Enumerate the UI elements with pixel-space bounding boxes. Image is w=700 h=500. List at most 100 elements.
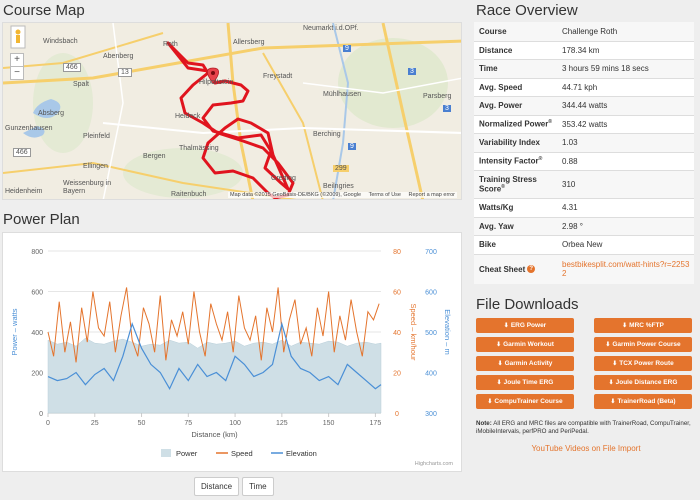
power-series-area <box>47 337 382 414</box>
map-label: Mühlhausen <box>323 91 362 98</box>
download-garmin-power-course-button[interactable]: ⬇ Garmin Power Course <box>594 337 692 352</box>
download-icon: ⬇ <box>608 380 614 386</box>
zoom-out-button[interactable]: − <box>10 66 24 80</box>
course-map-title: Course Map <box>3 2 85 19</box>
map-label: Pleinfeld <box>83 133 110 140</box>
road-badge: 299 <box>333 165 349 172</box>
y-tick-label-power: 600 <box>31 290 43 297</box>
download-icon: ⬇ <box>503 323 509 329</box>
report-map-error-link[interactable]: Report a map error <box>408 192 455 198</box>
overview-row: Avg. Yaw 2.98 ° <box>474 216 694 235</box>
note-label: Note: <box>476 420 492 427</box>
download-icon: ⬇ <box>622 323 628 329</box>
legend-label-power: Power <box>176 449 198 458</box>
x-tick-label: 175 <box>370 420 382 427</box>
map-label: Ellingen <box>83 163 108 170</box>
overview-row: Normalized Power® 353.42 watts <box>474 114 694 134</box>
download-erg-power-button[interactable]: ⬇ ERG Power <box>476 318 574 333</box>
overview-key: Bike <box>479 240 496 250</box>
download-garmin-activity-button[interactable]: ⬇ Garmin Activity <box>476 356 574 371</box>
road-badge: 9 <box>343 45 351 52</box>
terms-link[interactable]: Terms of Use <box>368 192 401 198</box>
y-tick-label-speed: 40 <box>393 330 401 337</box>
map-label: Neumarkt i.d.OPf. <box>303 25 359 32</box>
overview-key: Cheat Sheet? <box>474 262 560 277</box>
road-badge: 13 <box>118 68 132 77</box>
overview-row: Intensity Factor® 0.88 <box>474 151 694 171</box>
y-tick-label-speed: 80 <box>393 249 401 256</box>
overview-value: 344.44 watts <box>562 101 608 111</box>
map-label: Spalt <box>73 81 89 88</box>
overview-value: 2.98 ° <box>562 221 583 231</box>
map-label: Windsbach <box>43 38 78 45</box>
map-label: Bergen <box>143 153 166 160</box>
overview-row: Training Stress Score® 310 <box>474 170 694 198</box>
y-tick-label-elevation: 400 <box>425 371 437 378</box>
y-tick-label-elevation: 300 <box>425 411 437 418</box>
overview-value: 0.88 <box>562 156 578 166</box>
download-garmin-workout-button[interactable]: ⬇ Garmin Workout <box>476 337 574 352</box>
speed-series-line <box>47 287 380 363</box>
map-label: Parsberg <box>423 93 452 100</box>
download-computrainer-course-button[interactable]: ⬇ CompuTrainer Course <box>476 394 574 409</box>
y-axis-title-power: Power – watts <box>10 308 19 355</box>
x-tick-label: 100 <box>229 420 241 427</box>
x-tick-label: 125 <box>276 420 288 427</box>
x-tick-label: 25 <box>91 420 99 427</box>
download-icon: ⬇ <box>612 361 618 367</box>
download-tcx-power-route-button[interactable]: ⬇ TCX Power Route <box>594 356 692 371</box>
map-label: Allersberg <box>233 39 265 46</box>
overview-key: Variability Index <box>479 138 540 148</box>
x-tick-label: 150 <box>323 420 335 427</box>
overview-row: Time 3 hours 59 mins 18 secs <box>474 59 694 78</box>
download-joule-time-erg-button[interactable]: ⬇ Joule Time ERG <box>476 375 574 390</box>
help-icon[interactable]: ? <box>527 265 536 274</box>
download-trainerroad-beta-button[interactable]: ⬇ TrainerRoad (Beta) <box>594 394 692 409</box>
legend-label-elevation: Elevation <box>286 449 317 458</box>
overview-row: Bike Orbea New <box>474 235 694 254</box>
race-overview-table: Course Challenge Roth Distance 178.34 km Tim… <box>474 22 694 284</box>
map-label: Roth <box>163 41 178 48</box>
chart-axis-toggle: Distance Time <box>194 477 274 496</box>
file-downloads-grid: ⬇ ERG Power ⬇ MRC %FTP ⬇ Garmin Workout ⬇ Garmi… <box>476 318 692 409</box>
distance-button[interactable]: Distance <box>194 477 240 496</box>
overview-key: Training Stress Score® <box>479 175 537 194</box>
legend-swatch-power <box>161 449 171 457</box>
overview-key: Time <box>479 64 498 74</box>
x-tick-label: 0 <box>46 420 50 427</box>
overview-key: Normalized Power® <box>479 119 553 130</box>
y-tick-label-speed: 0 <box>395 411 399 418</box>
download-icon: ⬇ <box>610 399 616 405</box>
y-tick-label-speed: 20 <box>393 371 401 378</box>
registered-mark: ® <box>501 184 505 191</box>
download-icon: ⬇ <box>605 342 611 348</box>
map-canvas <box>3 23 461 199</box>
zoom-in-button[interactable]: + <box>10 53 24 67</box>
overview-row: Avg. Power 344.44 watts <box>474 96 694 115</box>
registered-mark: ® <box>538 156 543 163</box>
download-joule-distance-erg-button[interactable]: ⬇ Joule Distance ERG <box>594 375 692 390</box>
youtube-videos-link[interactable]: YouTube Videos on File Import <box>531 444 641 453</box>
map-label: Berching <box>313 131 341 138</box>
y-tick-label-power: 400 <box>31 330 43 337</box>
road-badge: 9 <box>348 143 356 150</box>
road-badge: 3 <box>408 68 416 75</box>
overview-row: Watts/Kg 4.31 <box>474 198 694 217</box>
course-map[interactable]: + − Roth Allersberg Neumarkt i.d.OPf. Wi… <box>2 22 462 200</box>
cheat-sheet-link[interactable]: bestbikesplit.com/watt-hints?r=22532 <box>562 260 690 278</box>
note-text: All ERG and MRC files are compatible wit… <box>476 420 691 435</box>
overview-key: Avg. Power <box>479 101 523 111</box>
time-button[interactable]: Time <box>242 477 274 496</box>
downloads-note: Note: All ERG and MRC files are compatib… <box>476 420 694 436</box>
download-mrc-ftp-button[interactable]: ⬇ MRC %FTP <box>594 318 692 333</box>
x-tick-label: 75 <box>184 420 192 427</box>
overview-value: 353.42 watts <box>562 119 608 129</box>
overview-value: 178.34 km <box>562 45 600 55</box>
download-icon: ⬇ <box>487 399 493 405</box>
y-tick-label-elevation: 600 <box>425 290 437 297</box>
map-label: Weissenburg in Bayern <box>63 180 112 195</box>
overview-row: Distance 178.34 km <box>474 40 694 60</box>
power-plan-title: Power Plan <box>3 211 80 228</box>
file-downloads-title: File Downloads <box>476 296 579 313</box>
power-plan-chart[interactable]: 0 200 400 600 800 0 20 40 60 80 300 400 500 600 700 0 25… <box>3 233 463 473</box>
